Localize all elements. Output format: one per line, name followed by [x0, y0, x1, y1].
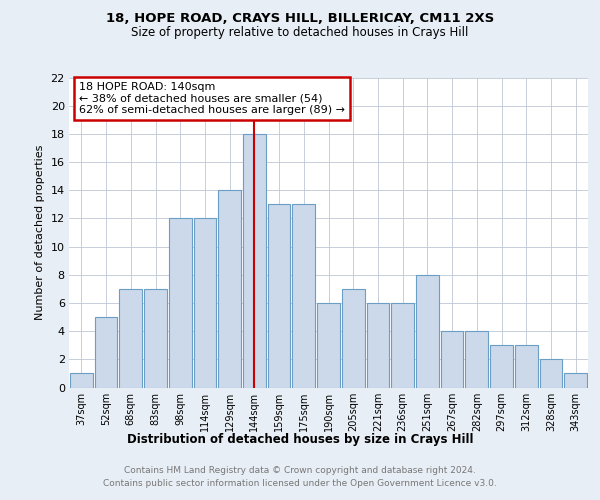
Text: Contains HM Land Registry data © Crown copyright and database right 2024.: Contains HM Land Registry data © Crown c… — [124, 466, 476, 475]
Text: Size of property relative to detached houses in Crays Hill: Size of property relative to detached ho… — [131, 26, 469, 39]
Bar — [119, 289, 142, 388]
Bar — [564, 374, 587, 388]
Bar — [70, 374, 93, 388]
Bar — [441, 331, 463, 388]
Bar — [367, 303, 389, 388]
Bar — [292, 204, 315, 388]
Text: 18 HOPE ROAD: 140sqm
← 38% of detached houses are smaller (54)
62% of semi-detac: 18 HOPE ROAD: 140sqm ← 38% of detached h… — [79, 82, 346, 116]
Bar — [416, 275, 439, 388]
Bar — [317, 303, 340, 388]
Bar — [342, 289, 365, 388]
Bar — [539, 360, 562, 388]
Bar — [218, 190, 241, 388]
Text: 18, HOPE ROAD, CRAYS HILL, BILLERICAY, CM11 2XS: 18, HOPE ROAD, CRAYS HILL, BILLERICAY, C… — [106, 12, 494, 26]
Bar — [268, 204, 290, 388]
Bar — [194, 218, 216, 388]
Text: Distribution of detached houses by size in Crays Hill: Distribution of detached houses by size … — [127, 432, 473, 446]
Bar — [391, 303, 414, 388]
Bar — [515, 345, 538, 388]
Text: Contains public sector information licensed under the Open Government Licence v3: Contains public sector information licen… — [103, 479, 497, 488]
Bar — [490, 345, 513, 388]
Bar — [466, 331, 488, 388]
Bar — [144, 289, 167, 388]
Y-axis label: Number of detached properties: Number of detached properties — [35, 145, 45, 320]
Bar — [95, 317, 118, 388]
Bar — [243, 134, 266, 388]
Bar — [169, 218, 191, 388]
